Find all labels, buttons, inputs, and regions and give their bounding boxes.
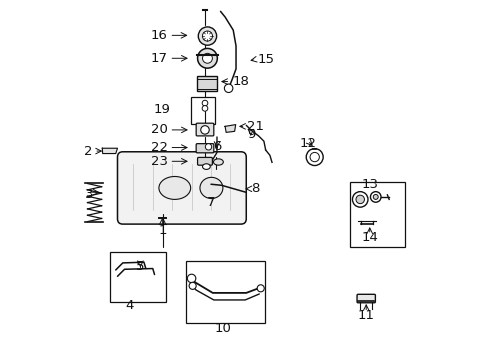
Polygon shape bbox=[224, 125, 235, 132]
Text: 19: 19 bbox=[153, 103, 170, 116]
Text: 18: 18 bbox=[232, 75, 248, 88]
Circle shape bbox=[198, 27, 216, 45]
Text: 13: 13 bbox=[361, 178, 378, 191]
Circle shape bbox=[355, 195, 364, 204]
Text: 4: 4 bbox=[125, 299, 134, 312]
Circle shape bbox=[202, 105, 207, 111]
Ellipse shape bbox=[202, 164, 210, 170]
Circle shape bbox=[187, 274, 195, 283]
Text: 1: 1 bbox=[158, 224, 166, 237]
Circle shape bbox=[205, 144, 211, 150]
Text: 2: 2 bbox=[84, 145, 92, 158]
FancyBboxPatch shape bbox=[196, 144, 213, 153]
Bar bbox=[349, 182, 404, 247]
Bar bbox=[185, 261, 264, 323]
Ellipse shape bbox=[159, 176, 190, 199]
Circle shape bbox=[352, 192, 367, 207]
Text: 6: 6 bbox=[212, 140, 221, 153]
Ellipse shape bbox=[213, 159, 223, 165]
Text: 12: 12 bbox=[299, 137, 316, 150]
Text: 16: 16 bbox=[150, 29, 167, 42]
Text: 8: 8 bbox=[251, 182, 260, 195]
Circle shape bbox=[372, 194, 377, 199]
Circle shape bbox=[305, 149, 323, 166]
Text: 14: 14 bbox=[361, 231, 377, 244]
Text: 7: 7 bbox=[206, 196, 215, 209]
Circle shape bbox=[257, 285, 264, 292]
Text: 17: 17 bbox=[150, 52, 167, 65]
Circle shape bbox=[202, 100, 207, 106]
Text: 10: 10 bbox=[214, 322, 231, 335]
Circle shape bbox=[201, 126, 209, 134]
Circle shape bbox=[202, 31, 212, 41]
Circle shape bbox=[189, 282, 196, 289]
Text: 22: 22 bbox=[150, 141, 167, 154]
Bar bbox=[109, 252, 166, 302]
Ellipse shape bbox=[200, 177, 223, 198]
Circle shape bbox=[224, 84, 232, 93]
Bar bbox=[197, 76, 217, 91]
Text: 3: 3 bbox=[85, 189, 93, 202]
Text: 20: 20 bbox=[150, 123, 167, 136]
Circle shape bbox=[197, 48, 217, 68]
FancyBboxPatch shape bbox=[196, 123, 213, 136]
FancyBboxPatch shape bbox=[356, 294, 375, 303]
Polygon shape bbox=[102, 148, 117, 154]
Circle shape bbox=[309, 152, 319, 162]
Bar bbox=[190, 97, 214, 123]
Text: 21: 21 bbox=[247, 120, 264, 133]
FancyBboxPatch shape bbox=[117, 152, 246, 224]
FancyBboxPatch shape bbox=[197, 157, 212, 165]
Text: 9: 9 bbox=[246, 128, 255, 141]
Text: 11: 11 bbox=[357, 309, 374, 322]
Circle shape bbox=[370, 192, 380, 202]
Text: 5: 5 bbox=[136, 260, 144, 274]
Text: 15: 15 bbox=[257, 53, 274, 66]
Text: 23: 23 bbox=[150, 155, 167, 168]
Circle shape bbox=[202, 53, 212, 63]
